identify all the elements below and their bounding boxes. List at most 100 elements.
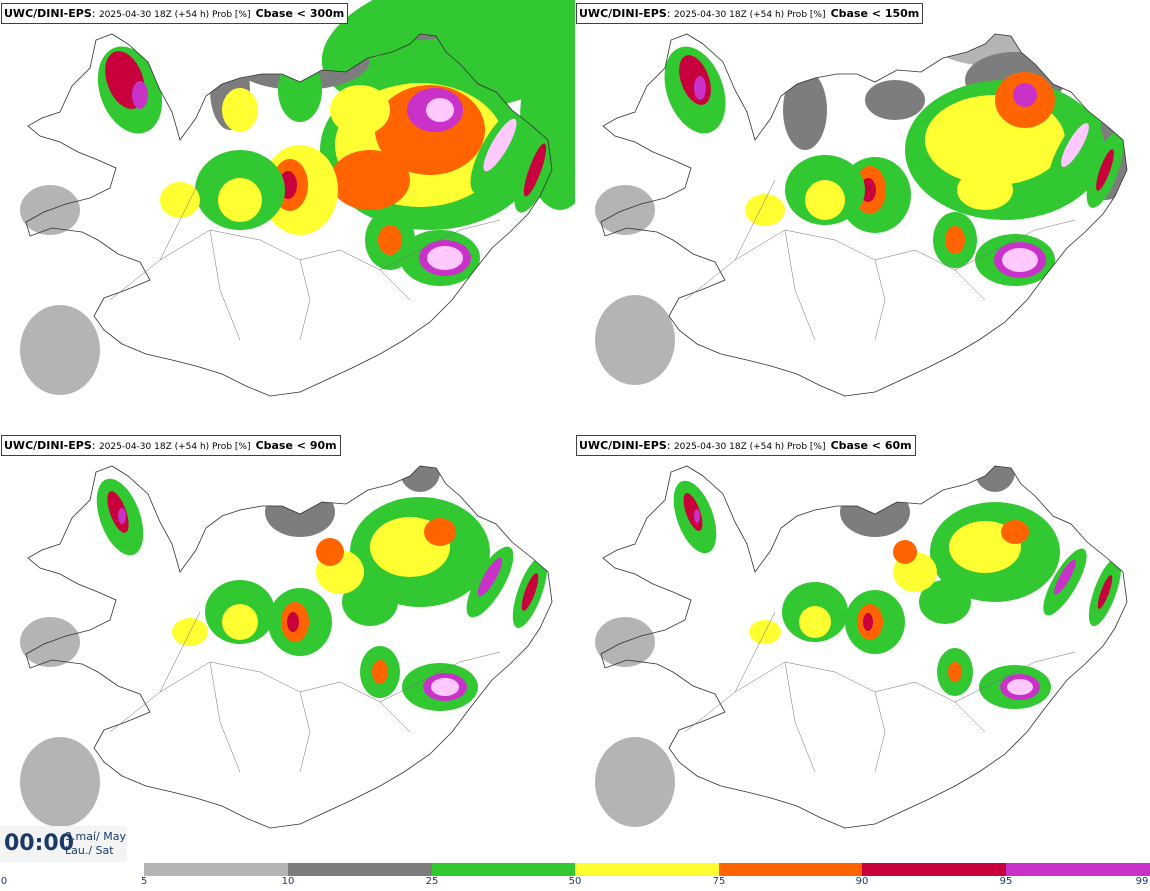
legend-seg-90-95 [862,863,1006,876]
probability-area [595,295,675,385]
probability-area [372,660,388,684]
probability-area [975,466,1015,492]
valid-date-line1: 3.maí/ May [65,830,126,843]
probability-area [799,606,831,638]
probability-area [265,487,335,537]
panel-title: UWC/DINI-EPS: 2025-04-30 18Z (+54 h) Pro… [576,3,924,24]
legend-seg-25-50 [432,863,575,876]
probability-area [1097,575,1113,609]
model-name: UWC/DINI-EPS [4,7,92,20]
legend-tick: 75 [712,876,726,887]
probability-area [20,305,100,395]
land-probability-areas [664,34,1127,286]
model-name: UWC/DINI-EPS [579,7,667,20]
sea-cloud-areas [595,617,675,827]
valid-date-line2: Lau./ Sat [65,844,114,857]
probability-area [840,487,910,537]
map-panel-cbase-300: UWC/DINI-EPS: 2025-04-30 18Z (+54 h) Pro… [0,0,575,430]
coastline [25,33,553,397]
sea-cloud-areas [20,617,100,827]
probability-area [424,518,456,546]
legend-tick: 99 [1135,876,1149,887]
iceland-map [20,465,553,829]
probability-area [1061,123,1089,167]
probability-area [694,76,706,100]
probability-area [948,662,962,682]
probability-area [218,178,262,222]
title-separator: : [91,7,99,20]
coastline [600,465,1128,829]
map-panel-cbase-90: UWC/DINI-EPS: 2025-04-30 18Z (+54 h) Pro… [0,432,575,862]
road-lines [109,179,501,341]
valid-time-date: 3.maí/ May Lau./ Sat [65,830,126,858]
legend-seg-95-99 [1006,863,1150,876]
probability-area [160,182,200,218]
legend-tick: 10 [281,876,295,887]
road-lines [684,179,1076,341]
legend-tick: 25 [425,876,439,887]
iceland-map [595,465,1128,829]
probability-area [278,58,322,122]
probability-area [426,98,454,122]
probability-area [20,737,100,827]
title-separator: : [666,439,674,452]
valid-time-hour: 00:00 [4,831,75,856]
probability-area [1013,83,1037,107]
legend-seg-50-75 [575,863,719,876]
legend-tick: 90 [855,876,869,887]
probability-area [222,604,258,640]
run-info: 2025-04-30 18Z (+54 h) Prob [%] [673,10,826,20]
probability-area [957,170,1013,210]
field-name: Cbase < 150m [830,7,920,20]
probability-area [316,538,344,566]
coastline [25,465,553,829]
probability-area [132,81,148,109]
legend-seg-5-10 [144,863,288,876]
probability-area [1002,248,1038,272]
legend-seg-75-90 [719,863,862,876]
probability-area [595,737,675,827]
land-probability-areas [97,34,552,286]
iceland-map [20,0,575,397]
probability-area [694,509,700,523]
probability-area [745,194,785,226]
run-info: 2025-04-30 18Z (+54 h) Prob [%] [98,442,251,452]
run-info: 2025-04-30 18Z (+54 h) Prob [%] [98,10,251,20]
iceland-map [595,33,1128,397]
panel-title: UWC/DINI-EPS: 2025-04-30 18Z (+54 h) Pro… [1,3,349,24]
model-name: UWC/DINI-EPS [579,439,667,452]
field-name: Cbase < 60m [830,439,912,452]
panel-title: UWC/DINI-EPS: 2025-04-30 18Z (+54 h) Pro… [576,435,916,456]
run-info: 2025-04-30 18Z (+54 h) Prob [%] [673,442,826,452]
map-panel-cbase-60: UWC/DINI-EPS: 2025-04-30 18Z (+54 h) Pro… [575,432,1150,862]
probability-area [431,678,459,696]
probability-area [427,246,463,270]
probability-area [378,225,402,255]
valid-time-box: 00:00 3.maí/ May Lau./ Sat [0,826,127,862]
legend-tick: 95 [999,876,1013,887]
legend-tick: 5 [140,876,148,887]
coastline [600,33,1128,397]
probability-area [805,180,845,220]
probability-area [1096,149,1114,191]
field-name: Cbase < 90m [255,439,337,452]
probability-area [1105,34,1127,90]
probability-color-legend [144,863,1150,876]
road-lines [109,611,501,773]
probability-area [1001,520,1029,544]
probability-area [863,613,873,631]
legend-tick: 0 [0,876,8,887]
probability-area [477,557,503,597]
probability-area [330,150,410,210]
title-separator: : [91,439,99,452]
probability-area [287,612,299,632]
probability-area [400,466,440,492]
probability-area [222,88,258,132]
probability-area [783,70,827,150]
map-panel-cbase-150: UWC/DINI-EPS: 2025-04-30 18Z (+54 h) Pro… [575,0,1150,430]
probability-area [483,118,517,172]
probability-area [925,34,1127,70]
legend-seg-10-25 [288,863,432,876]
land-probability-areas [673,466,1122,709]
probability-area [893,540,917,564]
